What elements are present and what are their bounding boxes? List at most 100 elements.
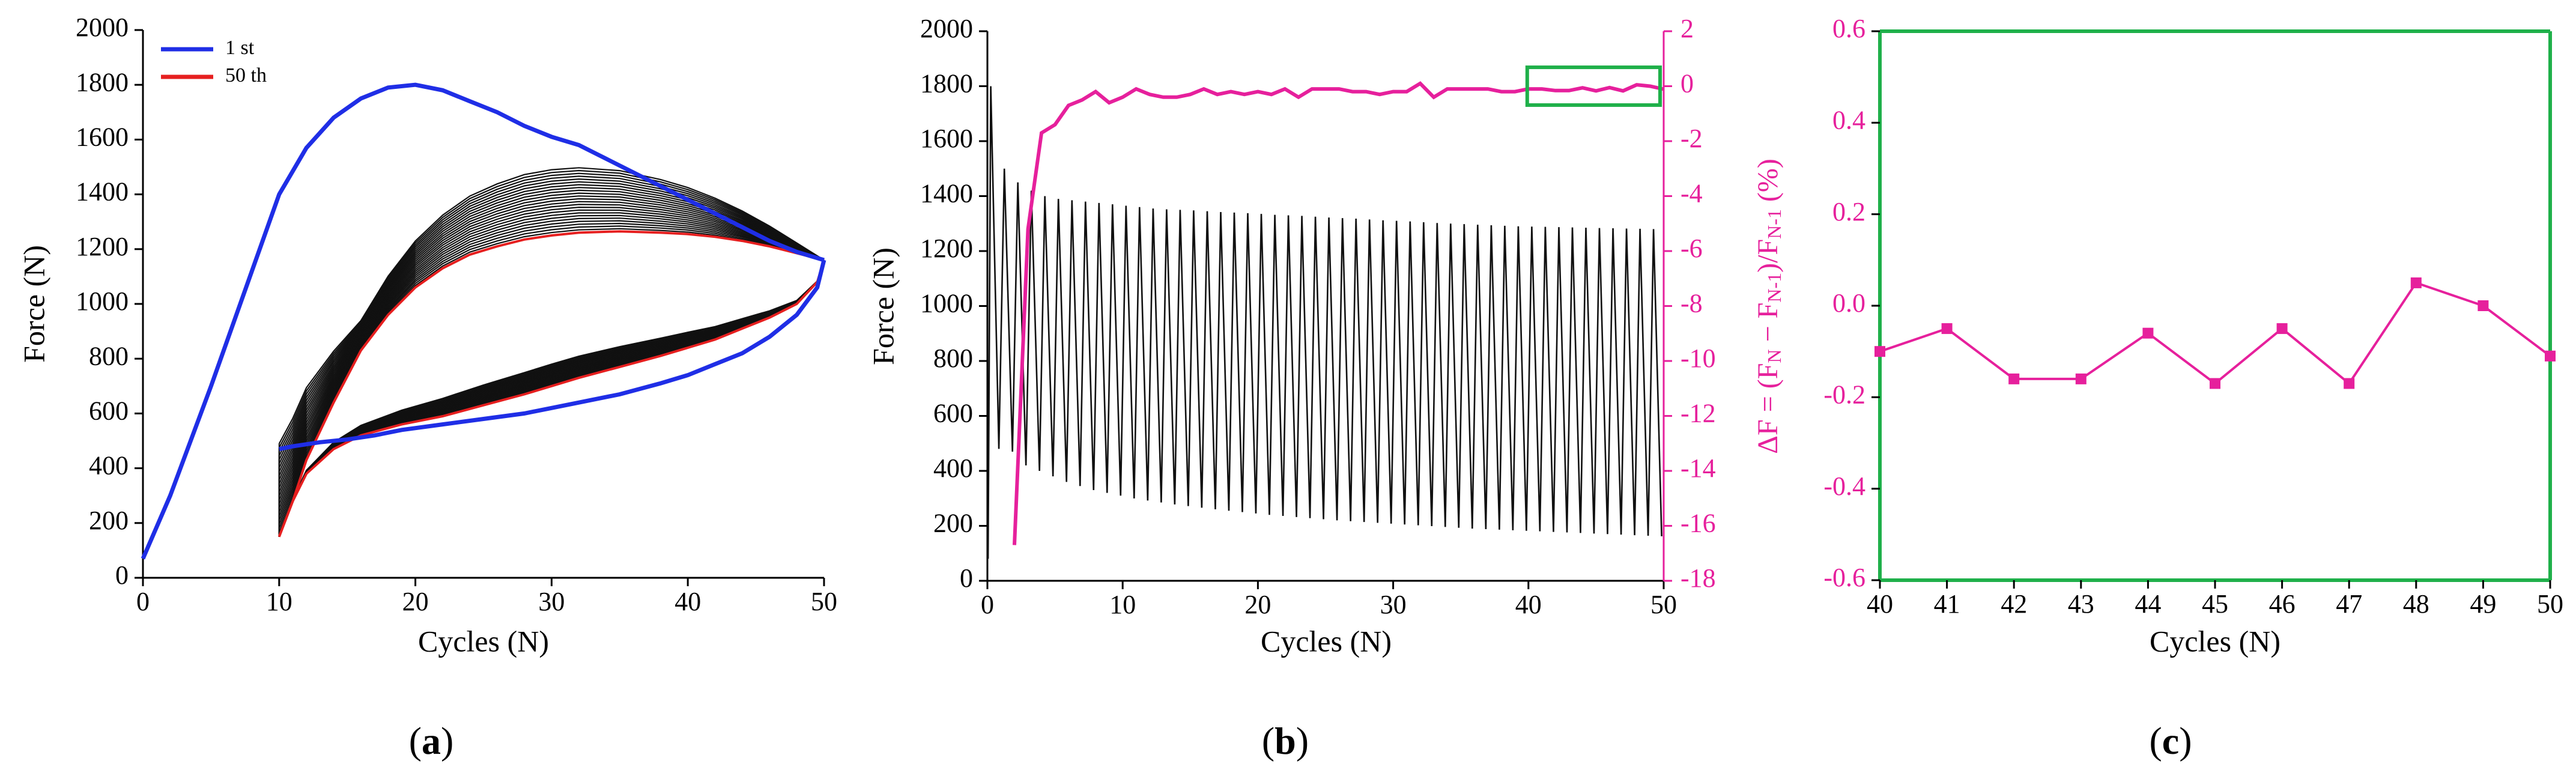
intermediate-unloading-curve	[278, 259, 825, 537]
x-tick-label: 40	[1515, 590, 1542, 619]
intermediate-unloading-curve	[278, 259, 825, 537]
panel-letter: b	[1274, 720, 1296, 762]
y-tick-label: 600	[89, 396, 129, 425]
x-tick-label: 47	[2336, 589, 2362, 619]
intermediate-loading-curve	[278, 187, 825, 473]
x-tick-label: 10	[266, 587, 292, 616]
intermediate-unloading-curve	[278, 259, 825, 537]
intermediate-unloading-curve	[278, 259, 825, 537]
y-tick-label: 0.6	[1832, 14, 1865, 43]
y-tick-label: 1600	[76, 122, 129, 151]
panel-label-b: (b)	[1262, 720, 1309, 762]
y2-tick-label: -6	[1680, 234, 1703, 263]
delta-zoom-point	[2344, 378, 2355, 389]
panel-letter: a	[422, 720, 441, 762]
y-tick-label: 0.4	[1832, 105, 1865, 135]
x-tick-label: 49	[2470, 589, 2496, 619]
intermediate-loading-curve	[278, 220, 825, 521]
delta-zoom-point	[2142, 327, 2154, 339]
y-tick-label: 1400	[920, 179, 973, 208]
x-tick-label: 50	[811, 587, 837, 616]
intermediate-unloading-curve	[278, 259, 825, 537]
y-tick-label: 400	[933, 453, 973, 483]
series-50th-unloading	[277, 259, 825, 538]
intermediate-unloading-curve	[278, 259, 825, 537]
y-tick-label: 1600	[920, 124, 973, 153]
y-tick-label: 600	[933, 399, 973, 428]
intermediate-loading-curve	[278, 225, 825, 529]
delta-zoom-point	[2276, 323, 2288, 335]
y-tick-label: 0	[115, 560, 129, 590]
x-tick-label: 46	[2269, 589, 2296, 619]
delta-zoom-point	[2008, 373, 2020, 384]
y2-axis-title-part: (%)	[1752, 159, 1784, 209]
y-tick-label: -0.2	[1823, 380, 1865, 409]
y-tick-label: 0.0	[1832, 288, 1865, 318]
intermediate-unloading-curve	[278, 259, 825, 537]
y2-tick-label: 2	[1680, 14, 1694, 43]
x-tick-label: 50	[1650, 590, 1677, 619]
intermediate-unloading-curve	[278, 259, 825, 537]
intermediate-unloading-curve	[278, 259, 825, 537]
intermediate-unloading-curve	[278, 259, 825, 537]
intermediate-loading-curve	[278, 167, 825, 444]
y2-tick-label: -18	[1680, 563, 1716, 593]
x-tick-label: 48	[2403, 589, 2429, 619]
y2-tick-label: -2	[1680, 124, 1703, 153]
intermediate-unloading-curve	[278, 259, 825, 537]
y-tick-label: 1800	[920, 69, 973, 99]
intermediate-unloading-curve	[278, 259, 825, 537]
series-50th-loading	[277, 230, 825, 538]
legend: 1 st 50 th	[161, 37, 267, 86]
panel-a: 0 10 20 30 40 50 0 200 400 600 800 1000 1200 1400 1600…	[17, 13, 837, 762]
y2-tick-label: -4	[1680, 179, 1703, 208]
delta-zoom-point	[2545, 350, 2556, 362]
y-tick-label: 1200	[920, 234, 973, 263]
x-tick-label: 20	[402, 587, 429, 616]
y2-axis-title-part: − F	[1752, 303, 1784, 350]
x-tick-label: 50	[2537, 589, 2563, 619]
y-tick-label: 2000	[76, 13, 129, 42]
y2-axis-title-part: ΔF = (F	[1752, 363, 1784, 454]
panel-letter: c	[2162, 720, 2179, 762]
y-tick-label: 800	[89, 341, 129, 371]
intermediate-loading-curve	[278, 214, 825, 513]
intermediate-loading-curve	[278, 222, 825, 525]
x-tick-label: 41	[1934, 589, 1960, 619]
y-tick-label: 1000	[920, 289, 973, 318]
y2-axis-title: ΔF = (FN − FN-1)/FN-1 (%)	[1752, 159, 1785, 454]
intermediate-loading-curve	[278, 204, 825, 497]
intermediate-loading-curve	[278, 178, 825, 460]
intermediate-unloading-curve	[278, 259, 825, 537]
y2-tick-label: 0	[1680, 69, 1694, 99]
intermediate-loading-curve	[278, 172, 825, 452]
delta-zoom-point	[2075, 373, 2087, 384]
legend-label-50th: 50 th	[225, 64, 267, 86]
panel-b: 0 10 20 30 40 5002004006008001000120014001600…	[866, 14, 1785, 762]
delta-series-line	[1013, 81, 1664, 545]
series-1st-unloading	[279, 259, 826, 452]
panel-label-a: (a)	[409, 720, 454, 762]
x-tick-label: 20	[1244, 590, 1271, 619]
y2-tick-label: -14	[1680, 453, 1716, 483]
intermediate-loading-curve	[278, 212, 825, 509]
y-tick-label: -0.4	[1823, 471, 1865, 501]
x-tick-label: 10	[1109, 590, 1136, 619]
intermediate-unloading-curve	[278, 259, 825, 537]
series-1st-loading	[141, 82, 825, 560]
x-tick-label: 45	[2202, 589, 2228, 619]
intermediate-unloading-curve	[278, 259, 825, 537]
y-tick-label: -0.6	[1823, 563, 1865, 592]
intermediate-unloading-curve	[278, 259, 825, 537]
x-axis-title: Cycles (N)	[2150, 624, 2281, 658]
x-tick-label: 0	[136, 587, 150, 616]
intermediate-unloading-curve	[278, 259, 825, 537]
intermediate-unloading-curve	[278, 259, 825, 537]
panel-label-c: (c)	[2149, 720, 2192, 762]
y-tick-label: 2000	[920, 14, 973, 43]
intermediate-unloading-curve	[278, 259, 825, 537]
y-tick-label: 0	[960, 563, 973, 593]
intermediate-unloading-curve	[278, 259, 825, 537]
y-axis-title: Force (N)	[17, 245, 50, 363]
panel-c: 40 41 42 43 44 45 46 47 48 49 50 -0.6 -0.4 -0.2 0.0 0.2…	[1823, 14, 2563, 762]
